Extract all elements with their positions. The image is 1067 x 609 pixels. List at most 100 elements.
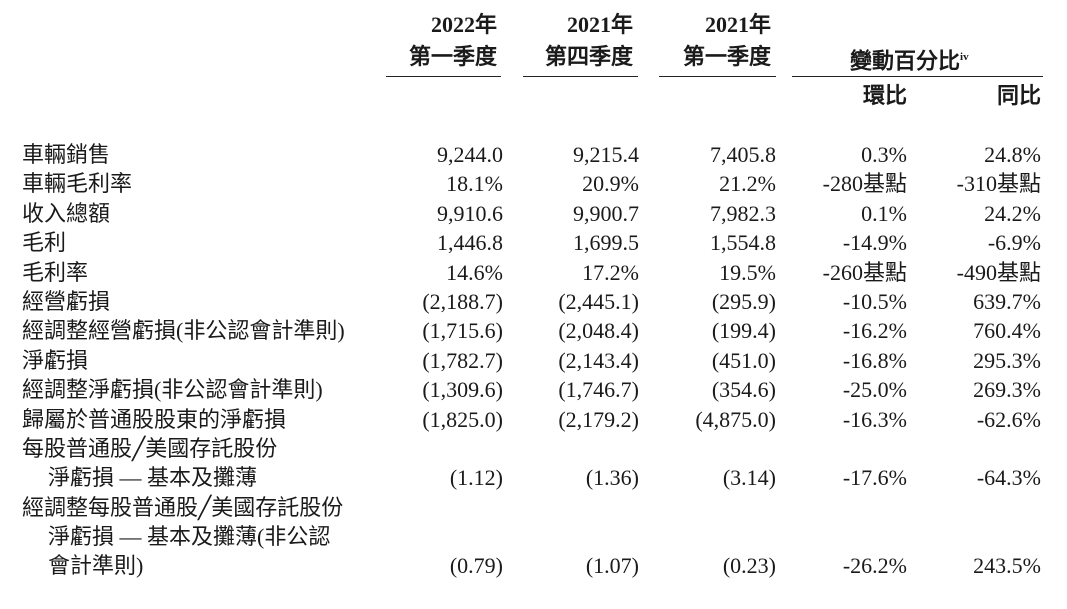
- table-row: 毛利 1,446.8 1,699.5 1,554.8 -14.9% -6.9%: [0, 228, 1067, 257]
- cell-q1-2022: (1,782.7): [422, 347, 503, 373]
- cell-q1-2021: (3.14): [722, 465, 776, 491]
- table-row: 每股普通股╱美國存託股份: [0, 434, 1067, 463]
- row-label: 車輛銷售: [22, 142, 111, 167]
- col3-quarter: 第一季度: [682, 44, 771, 69]
- cell-qoq: -10.5%: [842, 288, 907, 314]
- change-underline: [792, 76, 1043, 77]
- cell-q1-2022: 9,910.6: [437, 200, 503, 226]
- cell-q1-2021: (451.0): [711, 347, 776, 373]
- cell-yoy: 24.2%: [984, 200, 1041, 226]
- col3-year: 2021年: [704, 12, 771, 37]
- cell-q1-2022: 14.6%: [446, 259, 503, 285]
- cell-q1-2022: (2,188.7): [422, 288, 503, 314]
- cell-q1-2022: 1,446.8: [437, 230, 503, 256]
- table-row: 車輛銷售 9,244.0 9,215.4 7,405.8 0.3% 24.8%: [0, 140, 1067, 169]
- row-label: 歸屬於普通股股東的淨虧損: [22, 406, 287, 432]
- cell-qoq: -16.2%: [842, 318, 907, 344]
- cell-q1-2021: 7,405.8: [710, 142, 776, 167]
- col3-underline: [659, 76, 776, 77]
- col2-quarter: 第四季度: [544, 44, 633, 69]
- row-label: 經調整淨虧損(非公認會計準則): [22, 377, 323, 403]
- cell-q4-2021: (2,143.4): [558, 347, 639, 373]
- cell-q1-2021: (295.9): [711, 288, 776, 314]
- cell-q1-2022: (1,715.6): [422, 318, 503, 344]
- row-label: 會計準則): [48, 553, 144, 579]
- cell-yoy: -62.6%: [976, 406, 1041, 432]
- table-row: 車輛毛利率 18.1% 20.9% 21.2% -280基點 -310基點: [0, 169, 1067, 198]
- col2-year: 2021年: [566, 12, 633, 37]
- table-row: 歸屬於普通股股東的淨虧損 (1,825.0) (2,179.2) (4,875.0) -…: [0, 405, 1067, 434]
- col1-quarter: 第一季度: [408, 44, 497, 69]
- cell-q1-2021: (199.4): [711, 318, 776, 344]
- cell-qoq: -14.9%: [842, 230, 907, 256]
- change-title: 變動百分比iv: [850, 44, 969, 74]
- cell-yoy: 24.8%: [984, 142, 1041, 167]
- table-row: 淨虧損 (1,782.7) (2,143.4) (451.0) -16.8% 295.3%: [0, 346, 1067, 375]
- yoy-header: 同比: [996, 83, 1041, 108]
- row-label: 經營虧損: [22, 288, 111, 314]
- cell-q1-2022: (0.79): [449, 553, 503, 579]
- col2-underline: [523, 76, 638, 77]
- table-row: 毛利率 14.6% 17.2% 19.5% -260基點 -490基點: [0, 258, 1067, 287]
- cell-q4-2021: (1,746.7): [558, 377, 639, 403]
- row-label: 收入總額: [22, 200, 111, 226]
- cell-q1-2021: 19.5%: [719, 259, 776, 285]
- cell-qoq: -16.3%: [842, 406, 907, 432]
- cell-qoq: -280基點: [822, 171, 907, 197]
- table-row: 經調整每股普通股╱美國存託股份: [0, 493, 1067, 522]
- cell-q4-2021: (2,179.2): [558, 406, 639, 432]
- qoq-header: 環比: [862, 83, 907, 108]
- data-table: 車輛銷售 9,244.0 9,215.4 7,405.8 0.3% 24.8% 車輛毛利率 1…: [0, 140, 1067, 581]
- cell-q4-2021: 9,900.7: [573, 200, 639, 226]
- table-row: 經調整淨虧損(非公認會計準則) (1,309.6) (1,746.7) (354.6)…: [0, 375, 1067, 404]
- row-label: 每股普通股╱美國存託股份: [22, 435, 278, 461]
- cell-qoq: -25.0%: [842, 377, 907, 403]
- cell-yoy: -6.9%: [987, 230, 1041, 256]
- cell-qoq: 0.1%: [861, 200, 907, 226]
- cell-q1-2021: 7,982.3: [710, 200, 776, 226]
- cell-q1-2021: (4,875.0): [695, 406, 776, 432]
- table-row: 經調整經營虧損(非公認會計準則) (1,715.6) (2,048.4) (199.4…: [0, 316, 1067, 345]
- cell-yoy: 243.5%: [973, 553, 1041, 579]
- cell-q1-2021: (0.23): [722, 553, 776, 579]
- row-label: 毛利率: [22, 259, 89, 285]
- col1-underline: [386, 76, 501, 77]
- row-label: 淨虧損: [22, 347, 89, 373]
- cell-yoy: -490基點: [956, 259, 1041, 285]
- cell-q4-2021: (1.36): [585, 465, 639, 491]
- cell-q4-2021: 17.2%: [582, 259, 639, 285]
- cell-q4-2021: 9,215.4: [573, 142, 639, 167]
- cell-q1-2022: 18.1%: [446, 171, 503, 197]
- table-row: 淨虧損 — 基本及攤薄(非公認: [0, 522, 1067, 551]
- cell-q4-2021: (1.07): [585, 553, 639, 579]
- cell-qoq: -16.8%: [842, 347, 907, 373]
- cell-q1-2021: (354.6): [711, 377, 776, 403]
- row-label: 淨虧損 — 基本及攤薄(非公認: [48, 524, 331, 550]
- cell-yoy: 295.3%: [973, 347, 1041, 373]
- cell-qoq: 0.3%: [861, 142, 907, 167]
- col1-year: 2022年: [430, 12, 497, 37]
- cell-qoq: -260基點: [822, 259, 907, 285]
- change-title-footnote: iv: [960, 51, 969, 63]
- row-label: 毛利: [22, 230, 67, 256]
- cell-yoy: 760.4%: [973, 318, 1041, 344]
- change-title-text: 變動百分比: [850, 48, 961, 74]
- cell-q1-2022: 9,244.0: [437, 142, 503, 167]
- row-label: 淨虧損 — 基本及攤薄: [48, 465, 258, 491]
- cell-qoq: -26.2%: [842, 553, 907, 579]
- cell-q1-2022: (1.12): [449, 465, 503, 491]
- cell-q1-2021: 1,554.8: [710, 230, 776, 256]
- cell-q1-2022: (1,825.0): [422, 406, 503, 432]
- row-label: 經調整每股普通股╱美國存託股份: [22, 494, 344, 520]
- cell-q4-2021: (2,445.1): [558, 288, 639, 314]
- cell-q4-2021: (2,048.4): [558, 318, 639, 344]
- cell-q4-2021: 20.9%: [582, 171, 639, 197]
- cell-yoy: 639.7%: [973, 288, 1041, 314]
- table-row: 經營虧損 (2,188.7) (2,445.1) (295.9) -10.5% 639.7…: [0, 287, 1067, 316]
- cell-q1-2022: (1,309.6): [422, 377, 503, 403]
- row-label: 車輛毛利率: [22, 171, 133, 197]
- table-row: 會計準則) (0.79) (1.07) (0.23) -26.2% 243.5%: [0, 551, 1067, 580]
- table-row: 收入總額 9,910.6 9,900.7 7,982.3 0.1% 24.2%: [0, 199, 1067, 228]
- cell-q4-2021: 1,699.5: [573, 230, 639, 256]
- cell-qoq: -17.6%: [842, 465, 907, 491]
